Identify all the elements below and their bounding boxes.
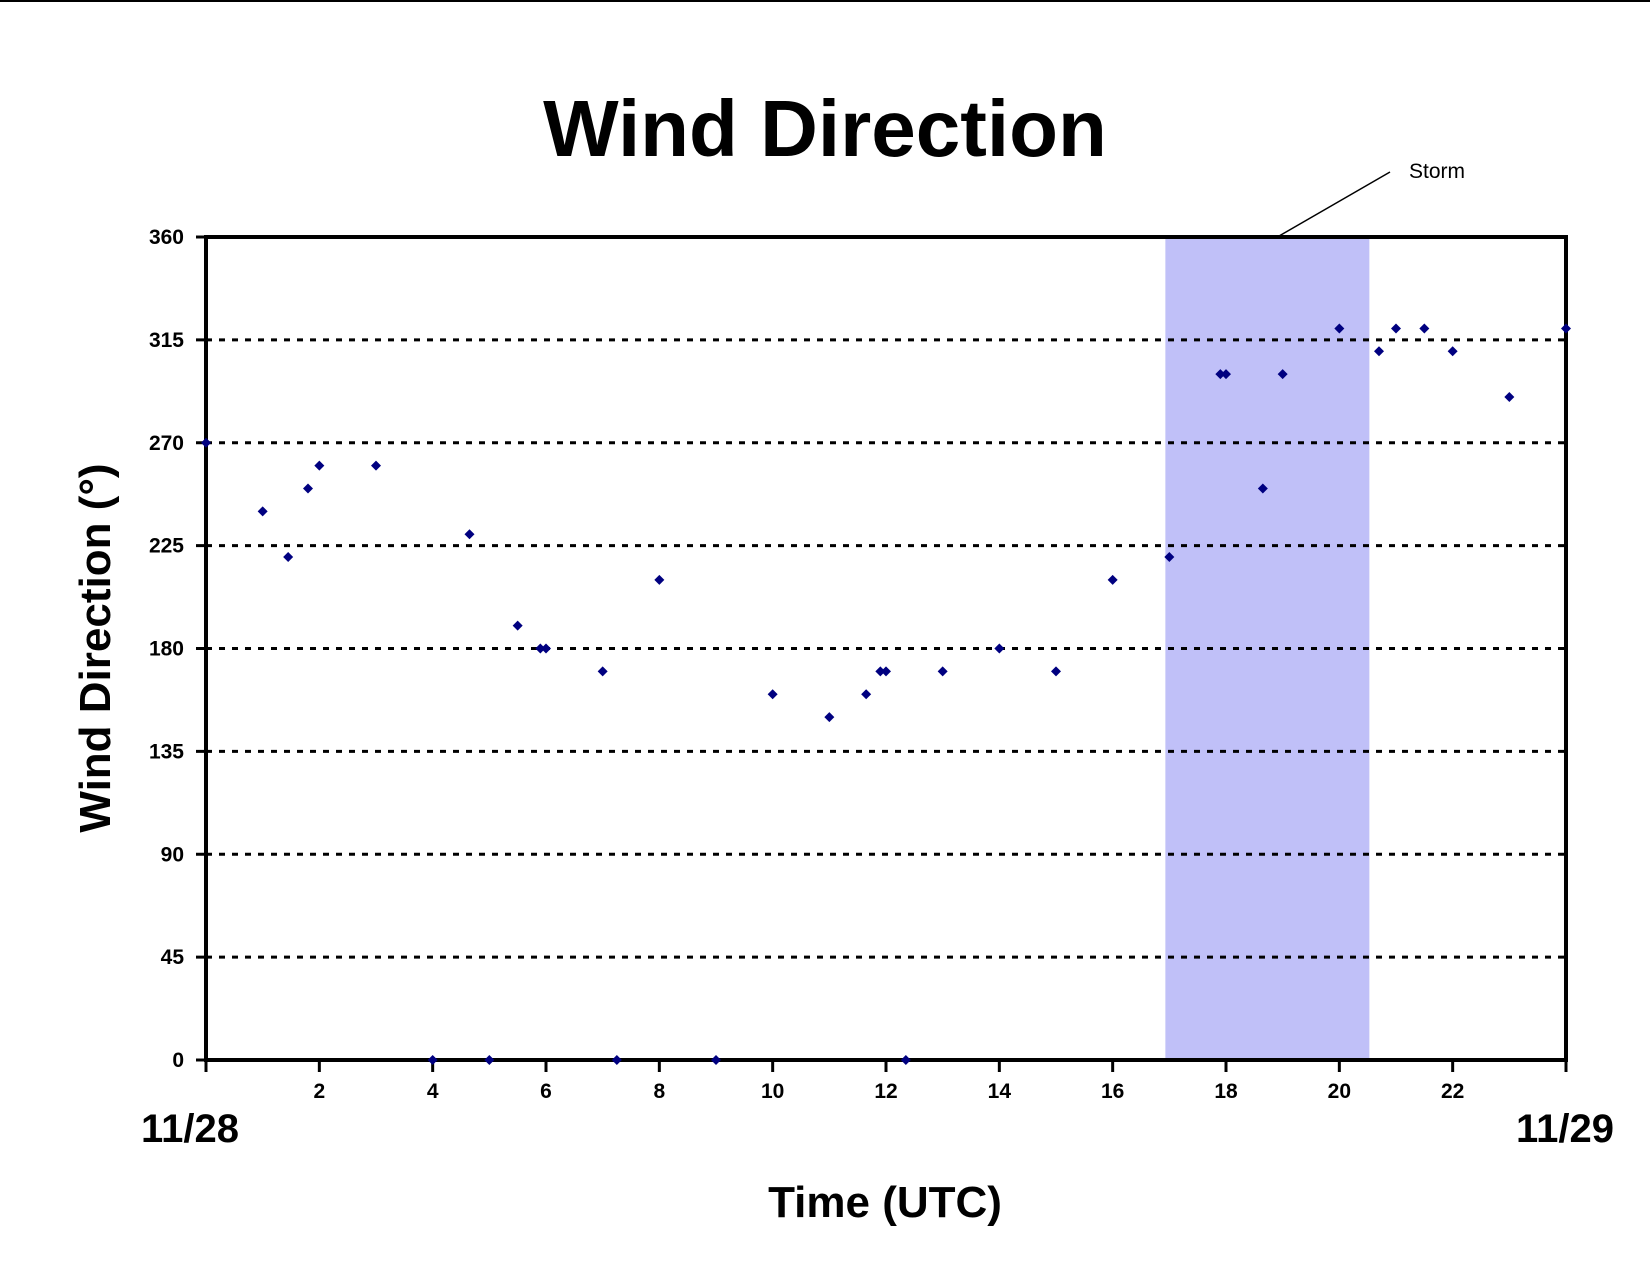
data-point — [535, 643, 546, 654]
x-tick-label-8: 8 — [653, 1080, 665, 1103]
data-point — [257, 506, 268, 517]
data-point — [1221, 369, 1231, 380]
data-point — [937, 666, 948, 677]
x-tick-label-22: 22 — [1441, 1080, 1464, 1103]
data-point — [767, 689, 778, 700]
data-point — [1391, 323, 1401, 334]
data-point — [1447, 346, 1458, 357]
x-tick-label-2: 2 — [313, 1080, 325, 1103]
data-point — [427, 1055, 438, 1065]
data-point — [861, 689, 872, 700]
y-tick-label-315: 315 — [149, 329, 184, 352]
grid-layer — [206, 338, 1566, 959]
data-point — [1257, 483, 1268, 494]
data-point — [1504, 392, 1515, 403]
y-tick-label-90: 90 — [161, 843, 184, 866]
x-tick-label-6: 6 — [540, 1080, 552, 1103]
data-point — [283, 552, 294, 563]
chart-title: Wind Direction — [543, 84, 1107, 173]
data-point — [1215, 369, 1226, 380]
data-point — [1107, 574, 1118, 585]
x-tick-label-20: 20 — [1328, 1080, 1351, 1103]
data-point — [314, 460, 325, 471]
storm-callout-line — [1276, 171, 1391, 238]
y-tick-label-0: 0 — [172, 1049, 184, 1072]
point-layer — [201, 323, 1571, 1065]
data-point — [1164, 552, 1175, 563]
x-tick-label-16: 16 — [1101, 1080, 1124, 1103]
storm-annotation-label: Storm — [1409, 160, 1465, 183]
data-point — [1374, 346, 1384, 357]
data-point — [303, 483, 313, 494]
data-point — [1051, 666, 1061, 677]
x-tick-label-10: 10 — [761, 1080, 784, 1103]
data-point — [875, 666, 886, 677]
data-point — [711, 1055, 721, 1065]
tick-layer: 0 45 90 135 180 225 270 315 360 2 4 6 8 10 12 14 16 18 20 2… — [149, 226, 1568, 1103]
y-axis-label: Wind Direction (°) — [71, 463, 120, 832]
y-tick-label-135: 135 — [149, 740, 184, 763]
data-point — [654, 574, 665, 585]
data-point — [1561, 323, 1571, 334]
x-tick-label-18: 18 — [1214, 1080, 1238, 1103]
storm-layer — [1165, 171, 1391, 1060]
data-point — [881, 666, 891, 677]
data-point — [541, 643, 551, 654]
data-point — [371, 460, 381, 471]
data-point — [611, 1055, 622, 1065]
y-tick-label-225: 225 — [149, 535, 184, 558]
x-tick-label-4: 4 — [427, 1080, 439, 1103]
y-tick-label-180: 180 — [149, 638, 184, 661]
data-point — [994, 643, 1005, 654]
data-point — [597, 666, 608, 677]
data-point — [1334, 323, 1345, 334]
data-point — [1277, 369, 1288, 380]
start-date-label: 11/28 — [141, 1107, 239, 1151]
data-point — [1419, 323, 1430, 334]
data-point — [464, 529, 475, 540]
y-tick-label-270: 270 — [149, 432, 184, 455]
data-point — [201, 437, 211, 448]
data-point — [512, 620, 523, 631]
y-tick-label-45: 45 — [161, 946, 185, 969]
data-point — [900, 1055, 911, 1065]
data-point — [484, 1055, 495, 1065]
x-tick-label-12: 12 — [874, 1080, 897, 1103]
end-date-label: 11/29 — [1516, 1107, 1614, 1151]
x-tick-label-14: 14 — [988, 1080, 1012, 1103]
data-point — [824, 712, 835, 723]
y-tick-label-360: 360 — [149, 226, 184, 249]
x-axis-label: Time (UTC) — [768, 1178, 1002, 1227]
